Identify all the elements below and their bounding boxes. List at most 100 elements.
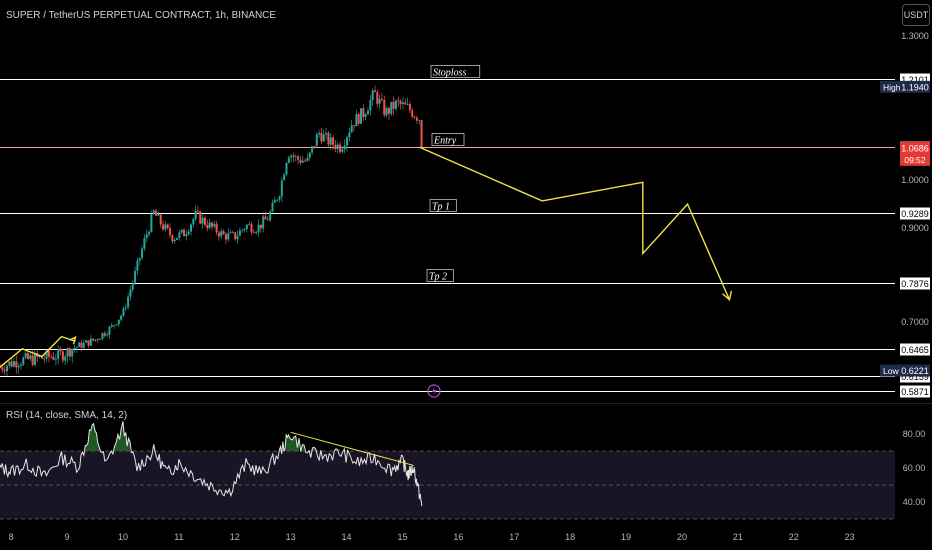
- level-price-value: 0.6465: [901, 345, 929, 355]
- level-label-text: Tp 1: [432, 202, 450, 213]
- candle-body: [238, 230, 241, 236]
- candle-body: [371, 90, 374, 101]
- candle-body: [357, 114, 360, 124]
- current-price-value: 1.0686: [901, 143, 929, 153]
- candle-body: [152, 210, 155, 214]
- level-price-value: 0.6159: [901, 372, 929, 382]
- level-price-value: 0.7876: [901, 279, 929, 289]
- y-axis-tick: 1.0000: [901, 175, 929, 185]
- level-price-tag: 0.5871: [900, 385, 930, 398]
- x-axis-tick: 21: [733, 532, 743, 542]
- candle-body: [383, 100, 386, 116]
- candle-body: [301, 160, 304, 163]
- candle-body: [113, 325, 116, 326]
- candle-body: [80, 342, 83, 348]
- candle-body: [203, 217, 206, 225]
- candle-body: [192, 218, 195, 225]
- candle-body: [47, 350, 50, 357]
- candle-body: [15, 361, 18, 368]
- rsi-divergence-trendline: [290, 431, 414, 466]
- candle-body: [117, 319, 120, 325]
- candle-body: [276, 199, 279, 201]
- candle-body: [38, 356, 41, 358]
- marker-tag: Low: [883, 366, 899, 376]
- level-label-text: Tp 2: [429, 272, 447, 283]
- candle-body: [33, 353, 36, 365]
- candle-body: [164, 224, 167, 230]
- candle-body: [304, 160, 307, 162]
- candle-body: [180, 229, 183, 233]
- candle-body: [143, 238, 146, 249]
- currency-button[interactable]: USDT: [902, 4, 930, 26]
- candle-body: [257, 224, 260, 233]
- candle-body: [24, 353, 27, 358]
- candle-body: [176, 237, 179, 240]
- candle-body: [325, 132, 328, 135]
- candle-body: [66, 348, 69, 357]
- level-price-tag-bg: [900, 343, 930, 356]
- candle-body: [22, 357, 25, 365]
- x-axis-tick: 18: [565, 532, 575, 542]
- candle-body: [196, 210, 199, 212]
- candle-body: [185, 234, 188, 237]
- current-price-tag: 1.0686 09:52: [900, 141, 930, 166]
- candle-body: [415, 117, 418, 121]
- x-axis-tick: 14: [342, 532, 352, 542]
- candle-body: [292, 155, 295, 158]
- candle-body: [166, 224, 169, 229]
- candle-body: [120, 315, 123, 320]
- candle-body: [299, 159, 302, 163]
- candle-body: [73, 347, 76, 349]
- candle-body: [287, 157, 290, 163]
- candle-body: [171, 235, 174, 242]
- rsi-indicator-label[interactable]: RSI (14, close, SMA, 14, 2): [6, 410, 128, 421]
- candles: [0, 85, 423, 377]
- level-label-text: Entry: [433, 136, 457, 147]
- y-axis-tick: 0.7000: [901, 317, 929, 327]
- candle-body: [17, 365, 20, 368]
- candle-body: [173, 239, 176, 242]
- candle-body: [322, 134, 325, 142]
- x-axis-tick: 16: [453, 532, 463, 542]
- candle-body: [87, 340, 90, 346]
- candle-body: [208, 222, 211, 229]
- candle-body: [248, 224, 251, 226]
- candle-body: [348, 132, 351, 138]
- x-axis-tick: 11: [174, 532, 183, 542]
- candle-body: [380, 98, 383, 101]
- candle-body: [329, 137, 332, 145]
- candle-body: [285, 162, 288, 175]
- projection-arrowhead: [722, 290, 733, 302]
- candle-body: [115, 324, 118, 326]
- x-axis-tick: 12: [230, 532, 240, 542]
- level-label-box: [429, 199, 457, 212]
- candle-body: [306, 157, 309, 161]
- rsi-overbought-fill: [114, 421, 130, 451]
- y-axis-tick: 1.3000: [901, 31, 929, 41]
- candle-body: [155, 210, 158, 216]
- candle-body: [390, 101, 393, 114]
- candle-body: [311, 146, 314, 153]
- candle-body: [378, 98, 381, 104]
- candle-body: [131, 282, 134, 290]
- candle-body: [397, 100, 400, 102]
- candle-body: [376, 92, 379, 104]
- level-label: Stoploss: [430, 65, 481, 79]
- candle-body: [40, 356, 43, 359]
- candle-body: [408, 104, 411, 111]
- candle-body: [122, 308, 125, 316]
- candle-body: [271, 202, 274, 212]
- candle-body: [1, 367, 4, 370]
- rsi-tick: 40.00: [903, 497, 926, 507]
- level-label-box: [426, 269, 454, 282]
- candle-body: [127, 296, 130, 308]
- lightning-icon[interactable]: [427, 384, 441, 398]
- level-label: Tp 2: [426, 269, 454, 283]
- x-axis-tick: 19: [621, 532, 631, 542]
- level-price-tag-bg: [900, 385, 930, 398]
- candle-body: [75, 346, 78, 348]
- candle-body: [136, 260, 139, 271]
- candle-body: [336, 144, 339, 149]
- level-label-text: Stoploss: [433, 68, 466, 79]
